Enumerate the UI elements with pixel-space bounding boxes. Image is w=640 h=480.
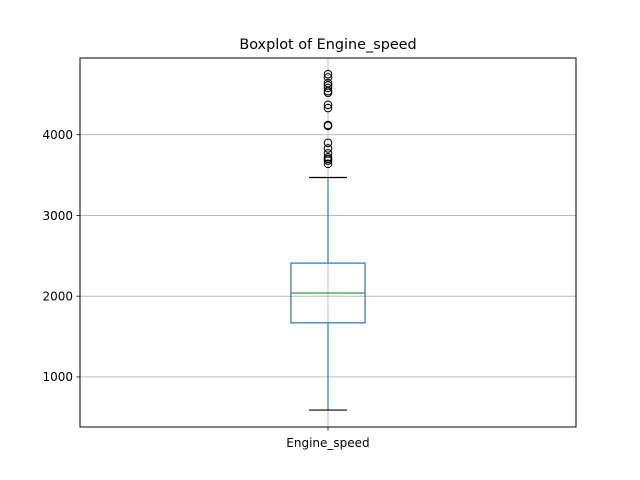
outlier-point: [323, 100, 333, 110]
outlier-point: [323, 138, 333, 148]
outlier-point: [323, 144, 333, 153]
y-tick-label: 3000: [42, 209, 73, 223]
axis-ticks: 1000 2000 3000 4000 Engine_speed: [42, 128, 369, 450]
y-tick-label: 2000: [42, 289, 73, 303]
outlier-point: [323, 153, 333, 162]
y-tick-label: 1000: [42, 370, 73, 384]
outlier-point: [323, 78, 333, 88]
chart-title: Boxplot of Engine_speed: [239, 37, 416, 53]
outlier-point: [323, 103, 333, 113]
outlier-point: [323, 83, 333, 93]
outlier-point: [323, 148, 333, 158]
y-tick-label: 4000: [42, 128, 73, 142]
outlier-point: [323, 73, 333, 82]
outlier-point: [323, 159, 333, 169]
outlier-point: [323, 120, 333, 130]
outlier-point: [323, 69, 333, 79]
x-tick-label: Engine_speed: [286, 436, 369, 450]
box-elements: [290, 69, 366, 411]
